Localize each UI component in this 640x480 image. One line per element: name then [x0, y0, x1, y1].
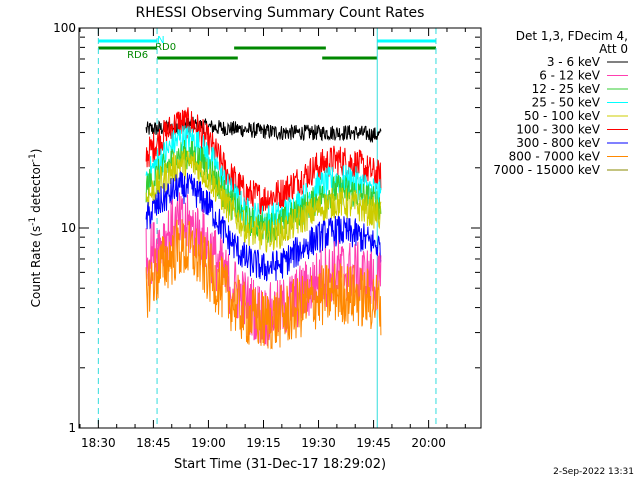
flag-label-rd0: RD0 [155, 42, 176, 53]
flag-label-rd6: RD6 [127, 50, 148, 61]
x-axis-label: Start Time (31-Dec-17 18:29:02) [174, 457, 386, 472]
y-tick-label: 1 [68, 421, 76, 435]
y-tick-label: 100 [53, 21, 76, 35]
series-lines [145, 107, 382, 350]
flag-label-n: N [157, 35, 164, 46]
footer-date: 2-Sep-2022 13:31 [553, 467, 634, 477]
legend-entry-label: 300 - 800 keV [516, 136, 600, 150]
series-line-3-6-kev [145, 116, 382, 143]
y-tick-label: 10 [61, 221, 76, 235]
attenuator-boundaries [97, 28, 437, 428]
legend-header-line1: Det 1,3, FDecim 4, [516, 29, 628, 43]
legend-entry-label: 25 - 50 keV [532, 96, 601, 110]
x-tick-label: 19:45 [356, 436, 391, 450]
x-tick-label: 18:45 [136, 436, 171, 450]
legend-entry-label: 12 - 25 keV [532, 82, 601, 96]
x-tick-label: 18:30 [81, 436, 116, 450]
legend-entry-label: 50 - 100 keV [524, 109, 601, 123]
axis-ticks: 18:30 18:45 19:00 19:15 19:30 19:45 20:00 1 10 10… [53, 21, 480, 450]
x-tick-label: 19:15 [246, 436, 281, 450]
series-line-100-300-kev [145, 107, 382, 215]
series-line-300-800-kev [145, 170, 382, 282]
legend-entry-label: 3 - 6 keV [547, 55, 601, 69]
legend-entry-label: 800 - 7000 keV [509, 150, 601, 164]
legend-entry-label: 100 - 300 keV [516, 123, 600, 137]
legend-header-line2: Att 0 [599, 42, 628, 56]
x-tick-label: 19:00 [191, 436, 226, 450]
legend-entry-label: 7000 - 15000 keV [493, 163, 600, 177]
x-tick-label: 19:30 [301, 436, 336, 450]
legend-entry-label: 6 - 12 keV [539, 69, 601, 83]
y-axis-label: Count Rate (s-1 detector-1) [28, 149, 43, 308]
chart-title: RHESSI Observing Summary Count Rates [136, 5, 425, 21]
series-line-50-100-kev [145, 148, 382, 253]
series-line-800-7000-kev [145, 219, 382, 350]
x-tick-label: 20:00 [411, 436, 446, 450]
